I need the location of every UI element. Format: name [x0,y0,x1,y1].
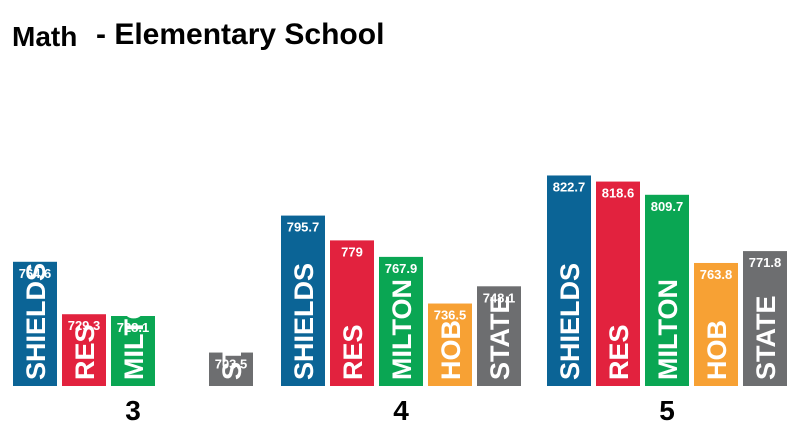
bar-hob-grade-5 [694,262,738,386]
value-label: 736.5 [434,308,467,323]
bar-series-label: MILTON [653,279,683,380]
bar-state-grade-3 [209,352,253,386]
value-label: 795.7 [287,220,320,235]
bar-series-label: SHIELDS [555,263,585,380]
bar-series-label: SHIELDS [289,263,319,380]
bar-shields-grade-5 [547,175,591,386]
value-label: 729.3 [68,318,101,333]
bar-state-grade-5 [743,251,787,386]
bar-series-label: MILTON [119,279,149,380]
value-label: 703.5 [215,357,248,372]
bar-state-grade-4 [477,286,521,386]
value-label: 779 [341,244,363,259]
value-label: 809.7 [651,199,684,214]
value-label: 822.7 [553,179,586,194]
value-label: 818.6 [602,186,635,201]
value-label: 771.8 [749,255,782,270]
value-label: 728.1 [117,320,150,335]
bar-series-label: RES [604,324,634,380]
bar-series-label: MILTON [387,279,417,380]
category-label: 3 [125,395,141,426]
bar-series-label: STATE [217,296,247,381]
bar-milton-grade-4 [379,256,423,386]
bar-milton-grade-5 [645,194,689,386]
bar-series-label: HOB [436,320,466,380]
bar-series-label: HOB [168,320,198,380]
value-label: 748.1 [483,290,516,305]
bar-shields-grade-4 [281,215,325,386]
category-label: 4 [393,395,409,426]
chart-title: Math [12,21,77,52]
bar-series-label: STATE [485,296,515,381]
chart-subtitle: - Elementary School [96,18,384,51]
value-label: 675.8 [166,398,199,413]
bar-series-label: RES [70,324,100,380]
bar-shields-grade-3 [13,261,57,386]
value-label: 767.9 [385,261,418,276]
bar-series-label: RES [338,324,368,380]
bar-res-grade-3 [62,314,106,386]
bar-series-label: SHIELDS [21,263,51,380]
value-label: 764.6 [19,266,52,281]
bar-milton-grade-3 [111,316,155,386]
category-label: 5 [659,395,675,426]
bar-res-grade-4 [330,240,374,386]
bar-series-label: STATE [751,296,781,381]
bar-series-label: HOB [702,320,732,380]
bar-hob-grade-4 [428,303,472,386]
bar-res-grade-5 [596,181,640,386]
value-label: 763.8 [700,267,733,282]
